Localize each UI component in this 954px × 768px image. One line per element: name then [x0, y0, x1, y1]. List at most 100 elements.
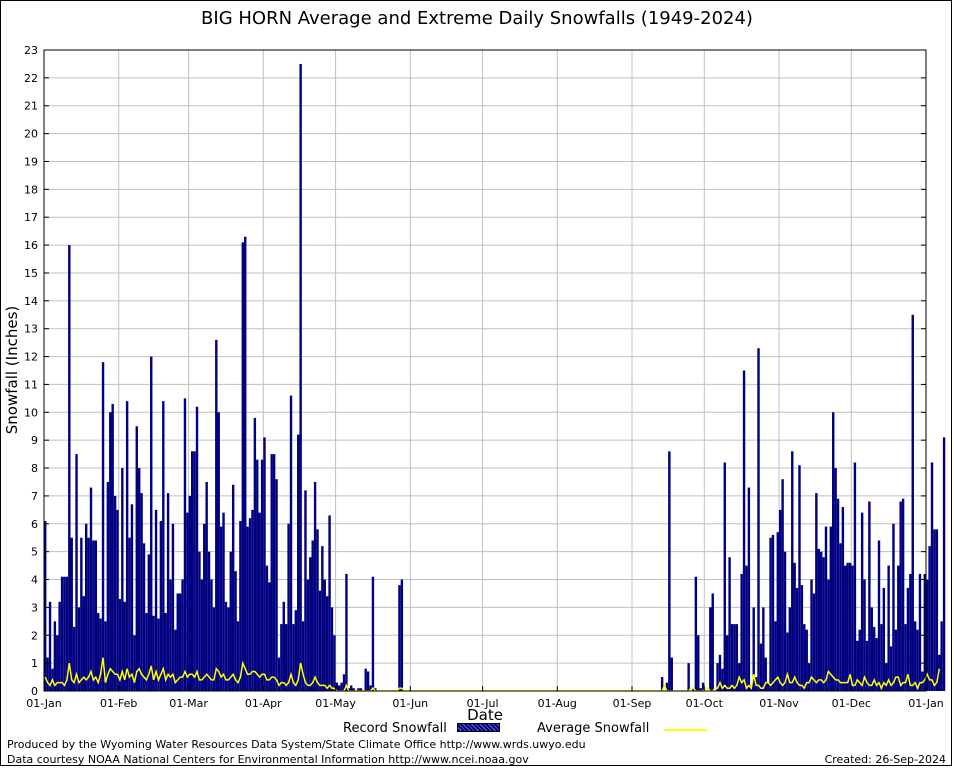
record-bar	[800, 585, 804, 691]
record-bar	[137, 468, 141, 691]
record-bar	[906, 587, 910, 691]
record-bar	[282, 601, 285, 691]
record-bar	[877, 540, 881, 691]
chart-area: 0123456789101112131415161718192021222301…	[24, 44, 946, 710]
record-bar	[721, 668, 724, 691]
record-bar	[885, 663, 888, 691]
record-bar	[909, 573, 912, 691]
record-bar	[776, 532, 779, 691]
record-bar	[135, 426, 138, 691]
record-bar	[716, 663, 719, 691]
y-tick-label: 13	[24, 323, 38, 336]
record-bar	[181, 579, 184, 691]
record-bar	[77, 607, 81, 691]
record-bar	[200, 579, 204, 691]
record-bar	[333, 635, 336, 691]
y-tick-label: 14	[24, 295, 38, 308]
record-bar	[340, 682, 343, 691]
record-bar	[844, 565, 847, 691]
record-bar	[145, 612, 148, 691]
x-tick-label: 01-Nov	[759, 697, 799, 710]
record-bar	[244, 236, 247, 692]
record-bar	[839, 543, 842, 691]
record-bar	[364, 668, 367, 691]
record-bar	[807, 663, 811, 691]
x-tick-label: 01-Jan	[26, 697, 62, 710]
record-bar	[113, 495, 117, 691]
record-bar	[926, 579, 929, 691]
record-bar	[53, 621, 57, 691]
record-bar	[853, 462, 857, 691]
x-tick-label: 01-Jun	[392, 697, 428, 710]
x-tick-label: 01-Jul	[467, 697, 499, 710]
record-bar	[313, 481, 317, 691]
record-bar	[142, 543, 146, 691]
record-bar	[123, 601, 126, 691]
y-tick-label: 19	[24, 155, 38, 168]
legend-record-label: Record Snowfall	[343, 721, 447, 736]
record-bar	[665, 682, 669, 691]
record-bar	[299, 63, 302, 691]
record-bar	[335, 682, 338, 691]
record-bar	[359, 688, 363, 691]
record-bar	[289, 395, 293, 691]
record-bar	[851, 565, 854, 691]
record-bar	[256, 459, 259, 691]
record-bar	[901, 498, 905, 691]
credit-line-data-source: Data courtesy NOAA National Centers for …	[7, 753, 529, 766]
record-bar	[106, 481, 110, 691]
y-tick-label: 3	[31, 601, 38, 614]
x-tick-label: 01-May	[315, 697, 356, 710]
record-bar	[875, 638, 878, 691]
record-bar	[294, 610, 298, 691]
record-bar	[718, 654, 722, 691]
record-bar	[58, 601, 61, 691]
record-bar	[921, 671, 924, 691]
record-bar	[398, 585, 401, 691]
record-bar	[369, 685, 372, 691]
record-bar	[87, 537, 90, 691]
record-bar	[321, 546, 324, 691]
record-bar	[928, 546, 931, 691]
record-bar	[848, 562, 852, 691]
record-bar	[212, 607, 216, 691]
record-bar	[357, 688, 360, 691]
record-bar	[836, 498, 840, 691]
record-bar	[56, 635, 59, 691]
record-bar	[323, 579, 326, 691]
record-bar	[771, 534, 775, 691]
record-bar	[101, 362, 105, 691]
record-bar	[316, 529, 319, 691]
record-bar	[328, 515, 331, 691]
record-bar	[275, 479, 278, 691]
record-bar	[248, 518, 252, 691]
record-bar	[815, 493, 818, 691]
record-bar	[234, 571, 237, 691]
record-bar	[942, 437, 946, 691]
record-bar	[730, 624, 734, 691]
record-bar	[887, 565, 890, 691]
record-bar	[72, 626, 76, 691]
record-bar	[805, 629, 808, 691]
record-bar	[670, 657, 673, 691]
record-bar	[227, 607, 230, 691]
record-bar	[174, 629, 177, 691]
record-bar	[781, 479, 784, 691]
record-bar	[166, 493, 170, 691]
record-bar	[176, 593, 179, 691]
record-bar	[60, 576, 64, 691]
record-bar	[798, 465, 801, 691]
record-bar	[222, 512, 225, 691]
record-bar	[125, 401, 129, 691]
record-bar	[210, 579, 213, 691]
record-bar	[812, 593, 816, 691]
legend-average-swatch	[664, 729, 707, 731]
record-bar	[97, 612, 100, 691]
record-bar	[863, 579, 866, 691]
record-bar	[82, 596, 85, 691]
record-bar	[217, 412, 220, 691]
record-bar	[280, 624, 283, 691]
record-bar	[198, 551, 201, 691]
y-tick-label: 20	[24, 128, 38, 141]
record-bar	[109, 412, 112, 691]
